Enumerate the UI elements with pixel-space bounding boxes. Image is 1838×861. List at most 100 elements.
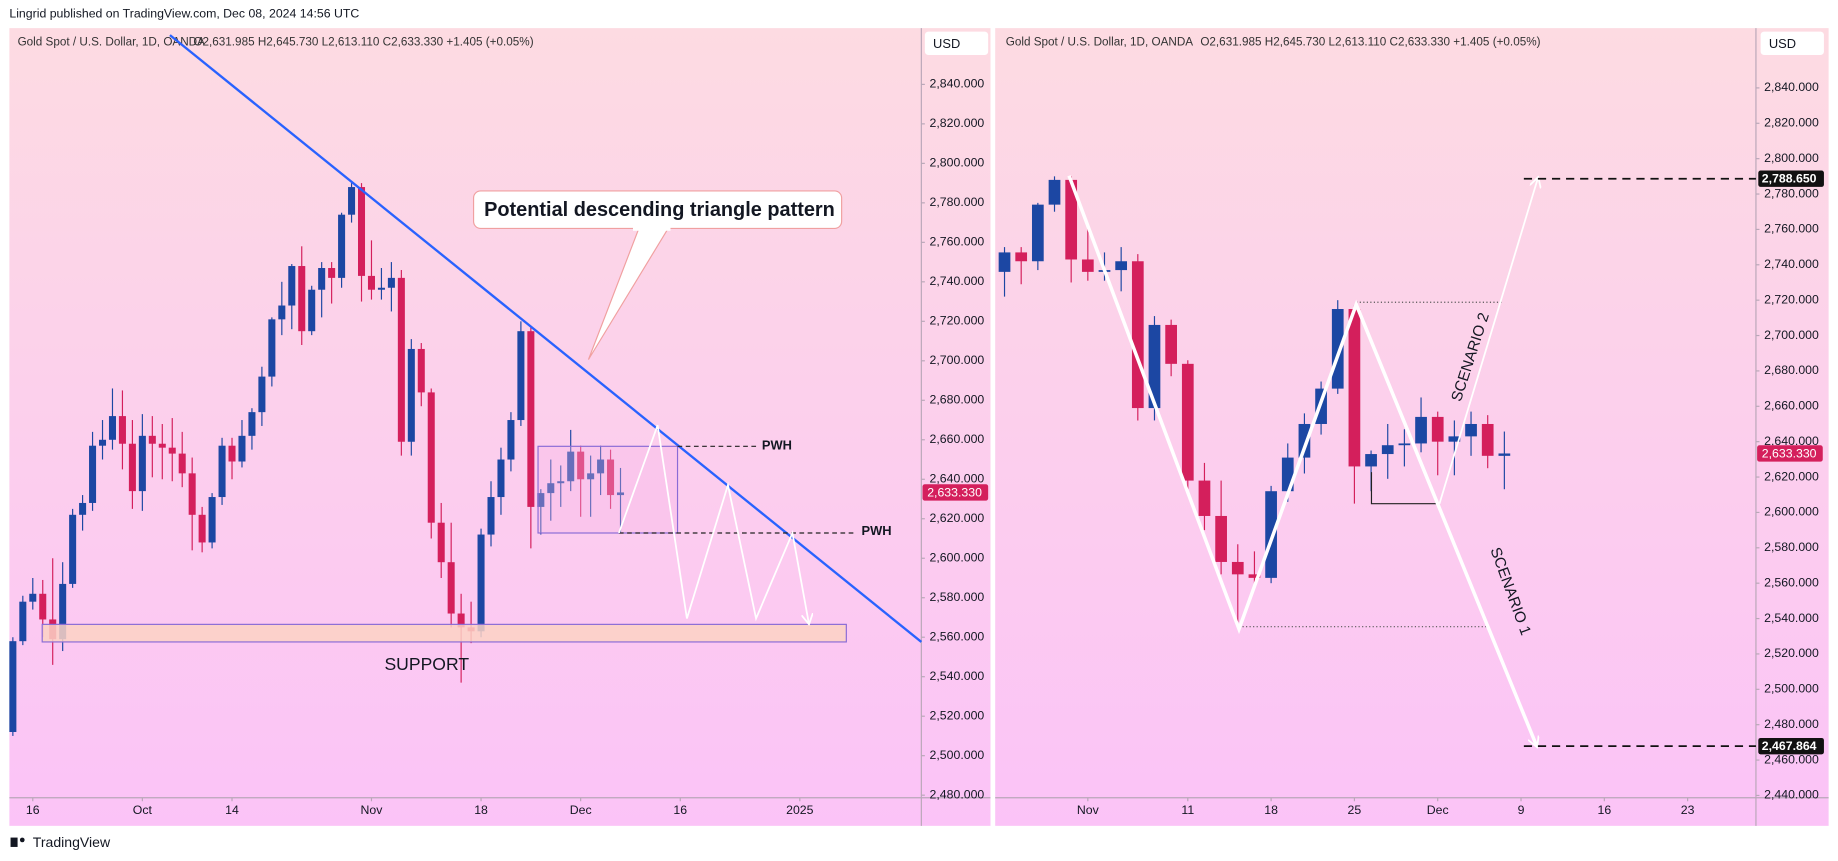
x-tick-label: 14 [225,803,239,817]
candle-body [69,514,77,584]
candle-body [1115,261,1128,271]
y-tick-label: 2,680.000 [1764,363,1819,377]
projection [618,424,809,623]
candle-body [517,331,525,421]
candle-body [9,641,17,732]
candle-body [29,593,37,602]
y-tick-label: 2,820.000 [1764,116,1819,130]
y-tick-label: 2,740.000 [1764,257,1819,271]
right-pane [995,28,1829,826]
x-tick-label: Nov [1077,803,1100,817]
candle-body [507,420,515,460]
callout-text: Potential descending triangle pattern [484,199,835,221]
candle-body [1131,261,1144,409]
y-tick-label: 2,440.000 [1764,788,1819,802]
y-tick-label: 2,840.000 [930,77,985,91]
y-tick-label: 2,780.000 [1764,186,1819,200]
y-tick-label: 2,800.000 [1764,151,1819,165]
scenario-2-path [1438,178,1537,504]
level-tag [1758,170,1824,187]
currency: USD [1769,36,1796,51]
x-tick-label: 18 [1264,803,1278,817]
price-tags: 2,633.330 2,788.650 2,467.864 2,633.330 [922,170,1824,755]
level-label: 2,788.650 [1762,172,1817,186]
symbol: Gold Spot / U.S. Dollar, 1D, OANDA [1006,35,1194,48]
y-tick-label: 2,600.000 [1764,505,1819,519]
candle-body [1165,324,1177,364]
candle-body [1331,309,1344,389]
candle-body [318,268,326,290]
candle-body [1231,561,1244,575]
candle-body [477,534,485,632]
candle-body [328,268,336,278]
candle-body [1031,204,1044,262]
y-tick-label: 2,580.000 [1764,540,1819,554]
x-tick-label: 9 [1518,803,1525,817]
x-tick-label: 16 [673,803,687,817]
currency: USD [933,36,960,51]
currency-box [924,31,989,56]
candle-body [577,451,585,480]
x-tick-label: 2025 [786,803,814,817]
currency-box [1760,31,1824,56]
y-tick-label: 2,660.000 [930,432,985,446]
y-tick-label: 2,620.000 [1764,469,1819,483]
candle-body [89,445,97,503]
candle-body [1215,515,1227,562]
candle-body [1398,443,1411,446]
y-tick-label: 2,500.000 [930,748,985,762]
candle-body [557,481,565,484]
candle-body [59,583,67,640]
candle-body [338,214,346,278]
candle-body [1281,457,1294,492]
y-tick-label: 2,700.000 [1764,328,1819,342]
x-tick-label: 11 [1181,803,1194,817]
x-tick-label: 18 [474,803,488,817]
candle-body [248,412,256,436]
candle-body [268,319,276,377]
candle-body [1365,454,1377,467]
last-price-tag [922,484,989,501]
y-tick-label: 2,600.000 [930,550,985,564]
y-tick-label: 2,460.000 [1764,752,1819,766]
candle-body [99,439,107,446]
y-tick-label: 2,780.000 [930,195,985,209]
y-tick-label: 2,540.000 [930,669,985,683]
candle-body [348,187,356,215]
candle-body [357,187,366,276]
candle-body [587,473,595,480]
y-tick-label: 2,520.000 [1764,646,1819,660]
candle-body [547,483,555,494]
scenario-1-path [1067,175,1537,746]
y-tick-label: 2,520.000 [930,708,985,722]
y-tick-label: 2,580.000 [930,590,985,604]
candle-body [597,459,605,474]
x-tick-label: Oct [133,803,153,817]
logo-mark [10,837,18,847]
x-tick-label: 25 [1348,803,1362,817]
candle-body [228,445,236,462]
candle-body [258,376,266,413]
y-tick-label: 2,500.000 [1764,682,1819,696]
candle-body [1015,252,1028,262]
candle-body [79,502,87,515]
callout-join [632,226,671,231]
y-tick-label: 2,760.000 [1764,222,1819,236]
last-price-label: 2,633.330 [927,485,982,499]
candle-body [118,416,126,444]
symbol: Gold Spot / U.S. Dollar, 1D, OANDA [18,35,206,48]
y-tick-label: 2,760.000 [930,235,985,249]
pwh-label: PWH [762,438,792,453]
logo-mark [19,837,25,843]
candle-body [1081,259,1094,272]
ohlc: O2,631.985 H2,645.730 L2,613.110 C2,633.… [1200,35,1540,48]
y-tick-label: 2,720.000 [930,314,985,328]
candle-body [138,435,146,492]
candle-body [278,305,286,320]
x-tick-label: 23 [1681,803,1695,817]
y-tick-label: 2,480.000 [1764,717,1819,731]
candle-body [407,348,415,442]
candle-body [288,266,296,306]
y-tick-label: 2,560.000 [1764,575,1819,589]
